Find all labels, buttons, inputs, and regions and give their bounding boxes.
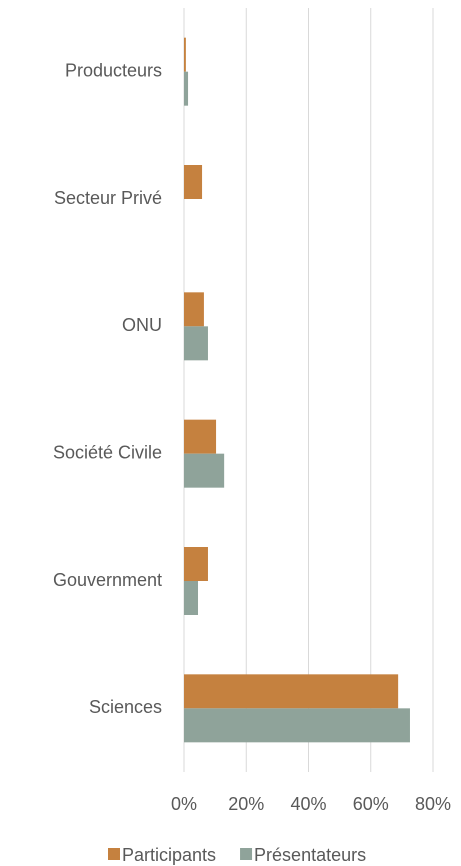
legend-label: Participants <box>122 845 216 865</box>
x-tick-label: 0% <box>171 794 197 814</box>
bar <box>184 674 399 709</box>
bar <box>184 419 217 454</box>
y-tick-label: Producteurs <box>65 60 162 80</box>
legend-label: Présentateurs <box>254 845 366 865</box>
bar <box>184 453 225 488</box>
bar <box>184 37 186 72</box>
legend-swatch <box>240 848 253 860</box>
bar <box>184 165 203 199</box>
x-tick-label: 60% <box>353 794 389 814</box>
x-tick-label: 40% <box>290 794 326 814</box>
legend-swatch <box>108 848 120 860</box>
bar <box>184 326 208 361</box>
y-tick-label: ONU <box>122 315 162 335</box>
bar <box>184 581 199 615</box>
y-tick-label: Gouvernment <box>53 570 162 590</box>
bar <box>184 708 410 743</box>
y-tick-label: Secteur Privé <box>54 188 162 208</box>
bar <box>184 547 208 581</box>
x-tick-label: 80% <box>415 794 451 814</box>
y-tick-label: Sciences <box>89 697 162 717</box>
bar <box>184 292 204 327</box>
bar <box>184 71 189 106</box>
x-tick-label: 20% <box>228 794 264 814</box>
y-tick-label: Société Civile <box>53 442 162 462</box>
